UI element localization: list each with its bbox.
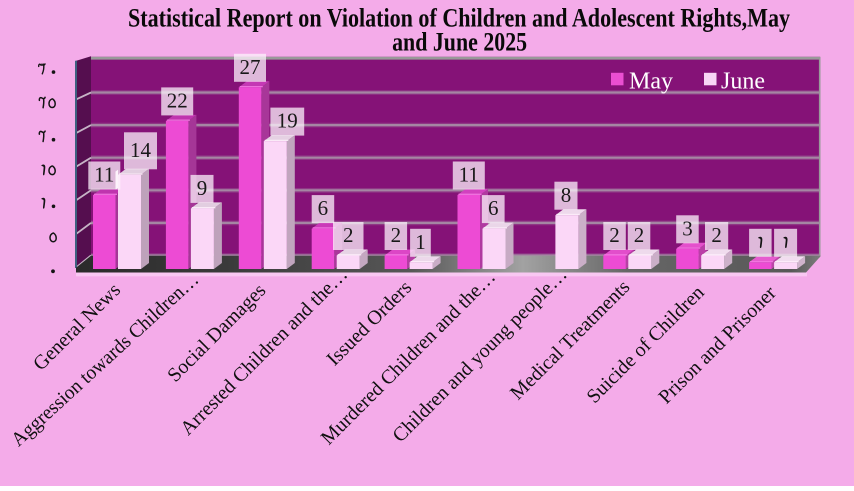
svg-text:6: 6 xyxy=(488,196,499,220)
svg-text:May: May xyxy=(629,68,673,94)
svg-text:2: 2 xyxy=(391,223,402,247)
svg-text:1: 1 xyxy=(415,230,426,254)
svg-text:11: 11 xyxy=(94,163,114,187)
svg-text:June: June xyxy=(721,68,765,94)
svg-text:19: 19 xyxy=(277,109,298,133)
svg-text:2: 2 xyxy=(634,223,645,247)
svg-text:9: 9 xyxy=(197,176,208,200)
svg-text:11: 11 xyxy=(459,163,479,187)
svg-text:and June 2025: and June 2025 xyxy=(392,27,527,56)
svg-text:2: 2 xyxy=(711,223,722,247)
svg-text:Statistical Report on Violatio: Statistical Report on Violation of Child… xyxy=(128,4,790,33)
svg-text:2: 2 xyxy=(343,223,354,247)
svg-text:22: 22 xyxy=(167,89,188,113)
svg-text:14: 14 xyxy=(130,138,152,162)
svg-text:27: 27 xyxy=(240,55,261,79)
svg-text:2: 2 xyxy=(609,223,620,247)
svg-text:3: 3 xyxy=(682,216,693,240)
svg-text:6: 6 xyxy=(318,196,329,220)
svg-text:8: 8 xyxy=(561,183,572,207)
